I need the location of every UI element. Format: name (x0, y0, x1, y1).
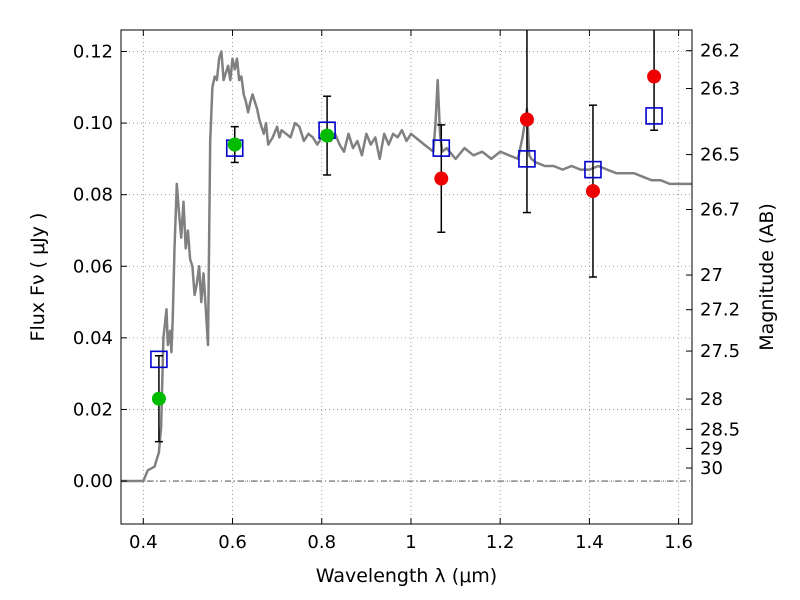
mag-tick-label: 27 (700, 265, 723, 286)
y-tick-label: 0.06 (73, 256, 113, 277)
y-axis-label: Flux Fν ( μJy ) (27, 213, 49, 342)
grid-layer (121, 30, 692, 524)
spectrum-layer (121, 50, 692, 483)
upper-limit-point (434, 171, 449, 186)
upper-limit-point (585, 184, 600, 199)
model-photometry-square (150, 350, 168, 369)
detection-point (227, 137, 242, 152)
y-tick-label: 0.10 (73, 113, 113, 134)
x-tick-label: 0.6 (218, 532, 247, 553)
model-photometry-square (432, 139, 451, 157)
mag-tick-label: 29 (700, 438, 723, 459)
y-tick-label: 0.00 (73, 471, 113, 492)
y-tick-label: 0.12 (73, 41, 113, 62)
y-tick-label: 0.04 (73, 328, 113, 349)
labels-layer: Wavelength λ (μm) Flux Fν ( μJy ) Magnit… (27, 203, 778, 587)
x-axis-label: Wavelength λ (μm) (316, 565, 497, 587)
model-photometry-square (645, 107, 663, 125)
mag-tick-label: 26.5 (700, 145, 740, 166)
mag-tick-label: 28 (700, 389, 723, 410)
mag-tick-label: 28.5 (700, 419, 740, 440)
x-tick-label: 1.6 (664, 532, 693, 553)
plot-frame (120, 29, 693, 525)
mag-tick-label: 26.7 (700, 199, 740, 220)
mag-tick-label: 26.2 (700, 41, 740, 62)
upper-limit-point (519, 112, 534, 127)
x-tick-label: 1.2 (486, 532, 515, 553)
ticks-layer: 0.4 0.6 0.8 1 1.2 1.4 1.6 0.00 0.02 0.04 0.06 0.08 0… (73, 30, 740, 553)
mag-tick-label: 27.2 (700, 300, 740, 321)
model-photometry-square (518, 150, 536, 168)
x-tick-label: 1.4 (575, 532, 604, 553)
detection-point (151, 391, 166, 406)
errorbar-layer (154, 30, 659, 443)
mag-tick-label: 26.3 (700, 79, 740, 100)
model-spectrum-line (121, 50, 692, 483)
model-photometry-square (584, 160, 602, 179)
x-tick-label: 1 (405, 532, 416, 553)
x-tick-label: 0.4 (129, 532, 158, 553)
x-tick-label: 0.8 (307, 532, 336, 553)
mag-tick-label: 30 (700, 458, 723, 479)
mag-tick-label: 27.5 (700, 341, 740, 362)
points-layer (150, 69, 663, 406)
y-axis-label-right: Magnitude (AB) (756, 203, 778, 351)
upper-limit-point (647, 69, 662, 84)
detection-point (320, 128, 335, 143)
y-tick-label: 0.08 (73, 185, 113, 206)
y-tick-label: 0.02 (73, 399, 113, 420)
